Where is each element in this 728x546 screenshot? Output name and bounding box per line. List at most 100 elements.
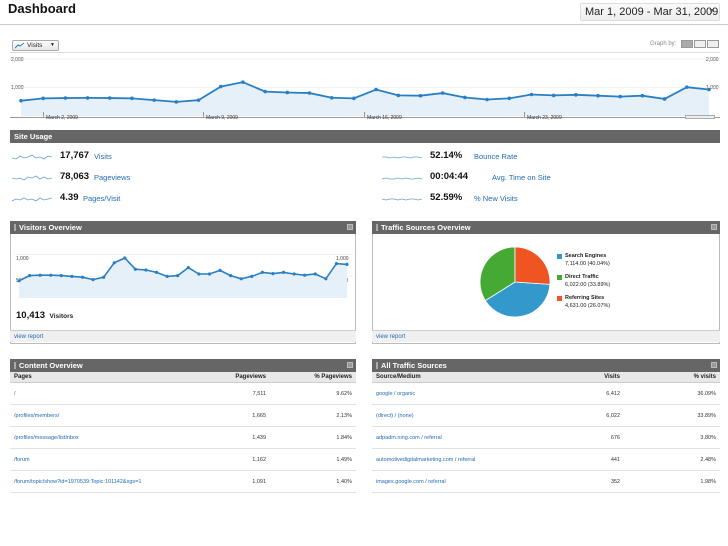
close-icon[interactable] xyxy=(711,362,717,368)
data-point[interactable] xyxy=(281,270,286,274)
data-point[interactable] xyxy=(241,80,245,84)
row-link[interactable]: /forum xyxy=(14,457,30,463)
table-row[interactable]: /profiles/members/1,665 2.13% xyxy=(10,405,356,427)
metric-label[interactable]: Avg. Time on Site xyxy=(492,173,551,182)
traffic-sources-pie-chart[interactable] xyxy=(478,245,552,319)
data-point[interactable] xyxy=(574,93,578,97)
graph-by-month-button[interactable] xyxy=(707,40,719,48)
data-point[interactable] xyxy=(334,262,339,266)
table-row[interactable]: adpadm.ning.com / referral 676 3.80% xyxy=(372,427,720,449)
row-link[interactable]: /profiles/members/ xyxy=(14,413,60,419)
data-point[interactable] xyxy=(345,262,349,266)
legend-label[interactable]: Referring Sites xyxy=(565,295,605,301)
data-point[interactable] xyxy=(218,84,223,89)
table-row[interactable]: /forum/topic/show?id=1970539:Topic:10114… xyxy=(10,471,356,493)
data-point[interactable] xyxy=(17,279,21,283)
pie-slice[interactable] xyxy=(479,246,516,302)
metric-label[interactable]: Bounce Rate xyxy=(474,152,518,161)
data-point[interactable] xyxy=(107,96,112,100)
data-point[interactable] xyxy=(303,273,307,277)
data-point[interactable] xyxy=(707,87,711,92)
column-header[interactable]: % visits xyxy=(693,374,716,380)
table-row[interactable]: /forum 1,162 1.49% xyxy=(10,449,356,471)
data-point[interactable] xyxy=(313,272,317,276)
data-point[interactable] xyxy=(271,272,275,276)
close-icon[interactable] xyxy=(347,224,353,230)
data-point[interactable] xyxy=(80,275,85,279)
data-point[interactable] xyxy=(154,270,159,274)
data-point[interactable] xyxy=(285,90,290,95)
drag-handle-icon[interactable] xyxy=(14,224,16,231)
row-link[interactable]: /profiles/message/listInbox xyxy=(14,435,79,441)
table-row[interactable]: / 7,511 9.62% xyxy=(10,383,356,405)
data-point[interactable] xyxy=(38,273,42,277)
pie-slice[interactable] xyxy=(514,246,551,285)
data-point[interactable] xyxy=(91,278,95,282)
data-point[interactable] xyxy=(41,96,45,101)
drag-handle-icon[interactable] xyxy=(14,362,16,369)
column-header[interactable]: % Pageviews xyxy=(314,374,352,380)
data-point[interactable] xyxy=(618,94,623,99)
data-point[interactable] xyxy=(507,96,512,101)
data-point[interactable] xyxy=(440,91,445,95)
data-point[interactable] xyxy=(485,97,489,102)
data-point[interactable] xyxy=(27,274,32,278)
data-point[interactable] xyxy=(63,96,68,100)
data-point[interactable] xyxy=(640,93,645,98)
metric-select[interactable]: Visits ▼ xyxy=(12,40,59,51)
visits-line-chart[interactable] xyxy=(10,56,720,116)
data-point[interactable] xyxy=(263,89,267,94)
data-point[interactable] xyxy=(551,93,556,98)
data-point[interactable] xyxy=(239,277,243,281)
site-usage-metric[interactable]: 52.59% % New Visits xyxy=(382,192,712,207)
visitors-line-chart[interactable] xyxy=(15,252,353,298)
data-point[interactable] xyxy=(176,274,180,278)
data-point[interactable] xyxy=(70,274,74,278)
data-point[interactable] xyxy=(152,98,156,102)
data-point[interactable] xyxy=(130,96,134,101)
column-header[interactable]: Pages xyxy=(14,374,32,380)
table-row[interactable]: /profiles/message/listInbox 1,439 1.84% xyxy=(10,427,356,449)
row-link[interactable]: / xyxy=(14,391,16,397)
close-icon[interactable] xyxy=(347,362,353,368)
table-row[interactable]: automotivedigitalmarketing.com / referra… xyxy=(372,449,720,471)
table-row[interactable]: images.google.com / referral 352 1.98% xyxy=(372,471,720,493)
chart-scrollbar[interactable] xyxy=(685,115,715,119)
data-point[interactable] xyxy=(292,272,296,276)
close-icon[interactable] xyxy=(711,224,717,230)
row-link[interactable]: images.google.com / referral xyxy=(376,479,446,485)
data-point[interactable] xyxy=(102,275,106,279)
data-point[interactable] xyxy=(418,93,423,98)
graph-by-week-button[interactable] xyxy=(694,40,706,48)
date-range-picker[interactable]: Mar 1, 2009 - Mar 31, 2009 ▼ xyxy=(580,3,720,21)
data-point[interactable] xyxy=(49,273,53,277)
legend-label[interactable]: Search Engines xyxy=(565,253,607,259)
data-point[interactable] xyxy=(133,267,137,271)
row-link[interactable]: /forum/topic/show?id=1970539:Topic:10114… xyxy=(14,479,142,485)
data-point[interactable] xyxy=(596,93,600,98)
data-point[interactable] xyxy=(250,274,254,278)
legend-label[interactable]: Direct Traffic xyxy=(565,274,599,280)
data-point[interactable] xyxy=(307,91,312,95)
site-usage-metric[interactable]: 52.14% Bounce Rate xyxy=(382,150,712,165)
data-point[interactable] xyxy=(260,270,264,274)
row-link[interactable]: automotivedigitalmarketing.com / referra… xyxy=(376,457,476,463)
graph-by-day-button[interactable] xyxy=(681,40,693,48)
data-point[interactable] xyxy=(165,274,169,278)
table-row[interactable]: google / organic 6,412 36.09% xyxy=(372,383,720,405)
data-point[interactable] xyxy=(174,100,179,104)
data-point[interactable] xyxy=(123,256,127,260)
metric-label[interactable]: Pages/Visit xyxy=(83,194,121,203)
data-point[interactable] xyxy=(186,266,190,270)
metric-label[interactable]: % New Visits xyxy=(474,194,518,203)
column-header[interactable]: Pageviews xyxy=(235,374,266,380)
data-point[interactable] xyxy=(197,272,201,276)
data-point[interactable] xyxy=(59,274,63,278)
row-link[interactable]: adpadm.ning.com / referral xyxy=(376,435,442,441)
data-point[interactable] xyxy=(207,272,212,276)
site-usage-metric[interactable]: 78,063 Pageviews xyxy=(12,171,342,186)
metric-label[interactable]: Pageviews xyxy=(94,173,131,182)
metric-label[interactable]: Visits xyxy=(94,152,112,161)
data-point[interactable] xyxy=(196,98,201,102)
site-usage-metric[interactable]: 4.39 Pages/Visit xyxy=(12,192,342,207)
